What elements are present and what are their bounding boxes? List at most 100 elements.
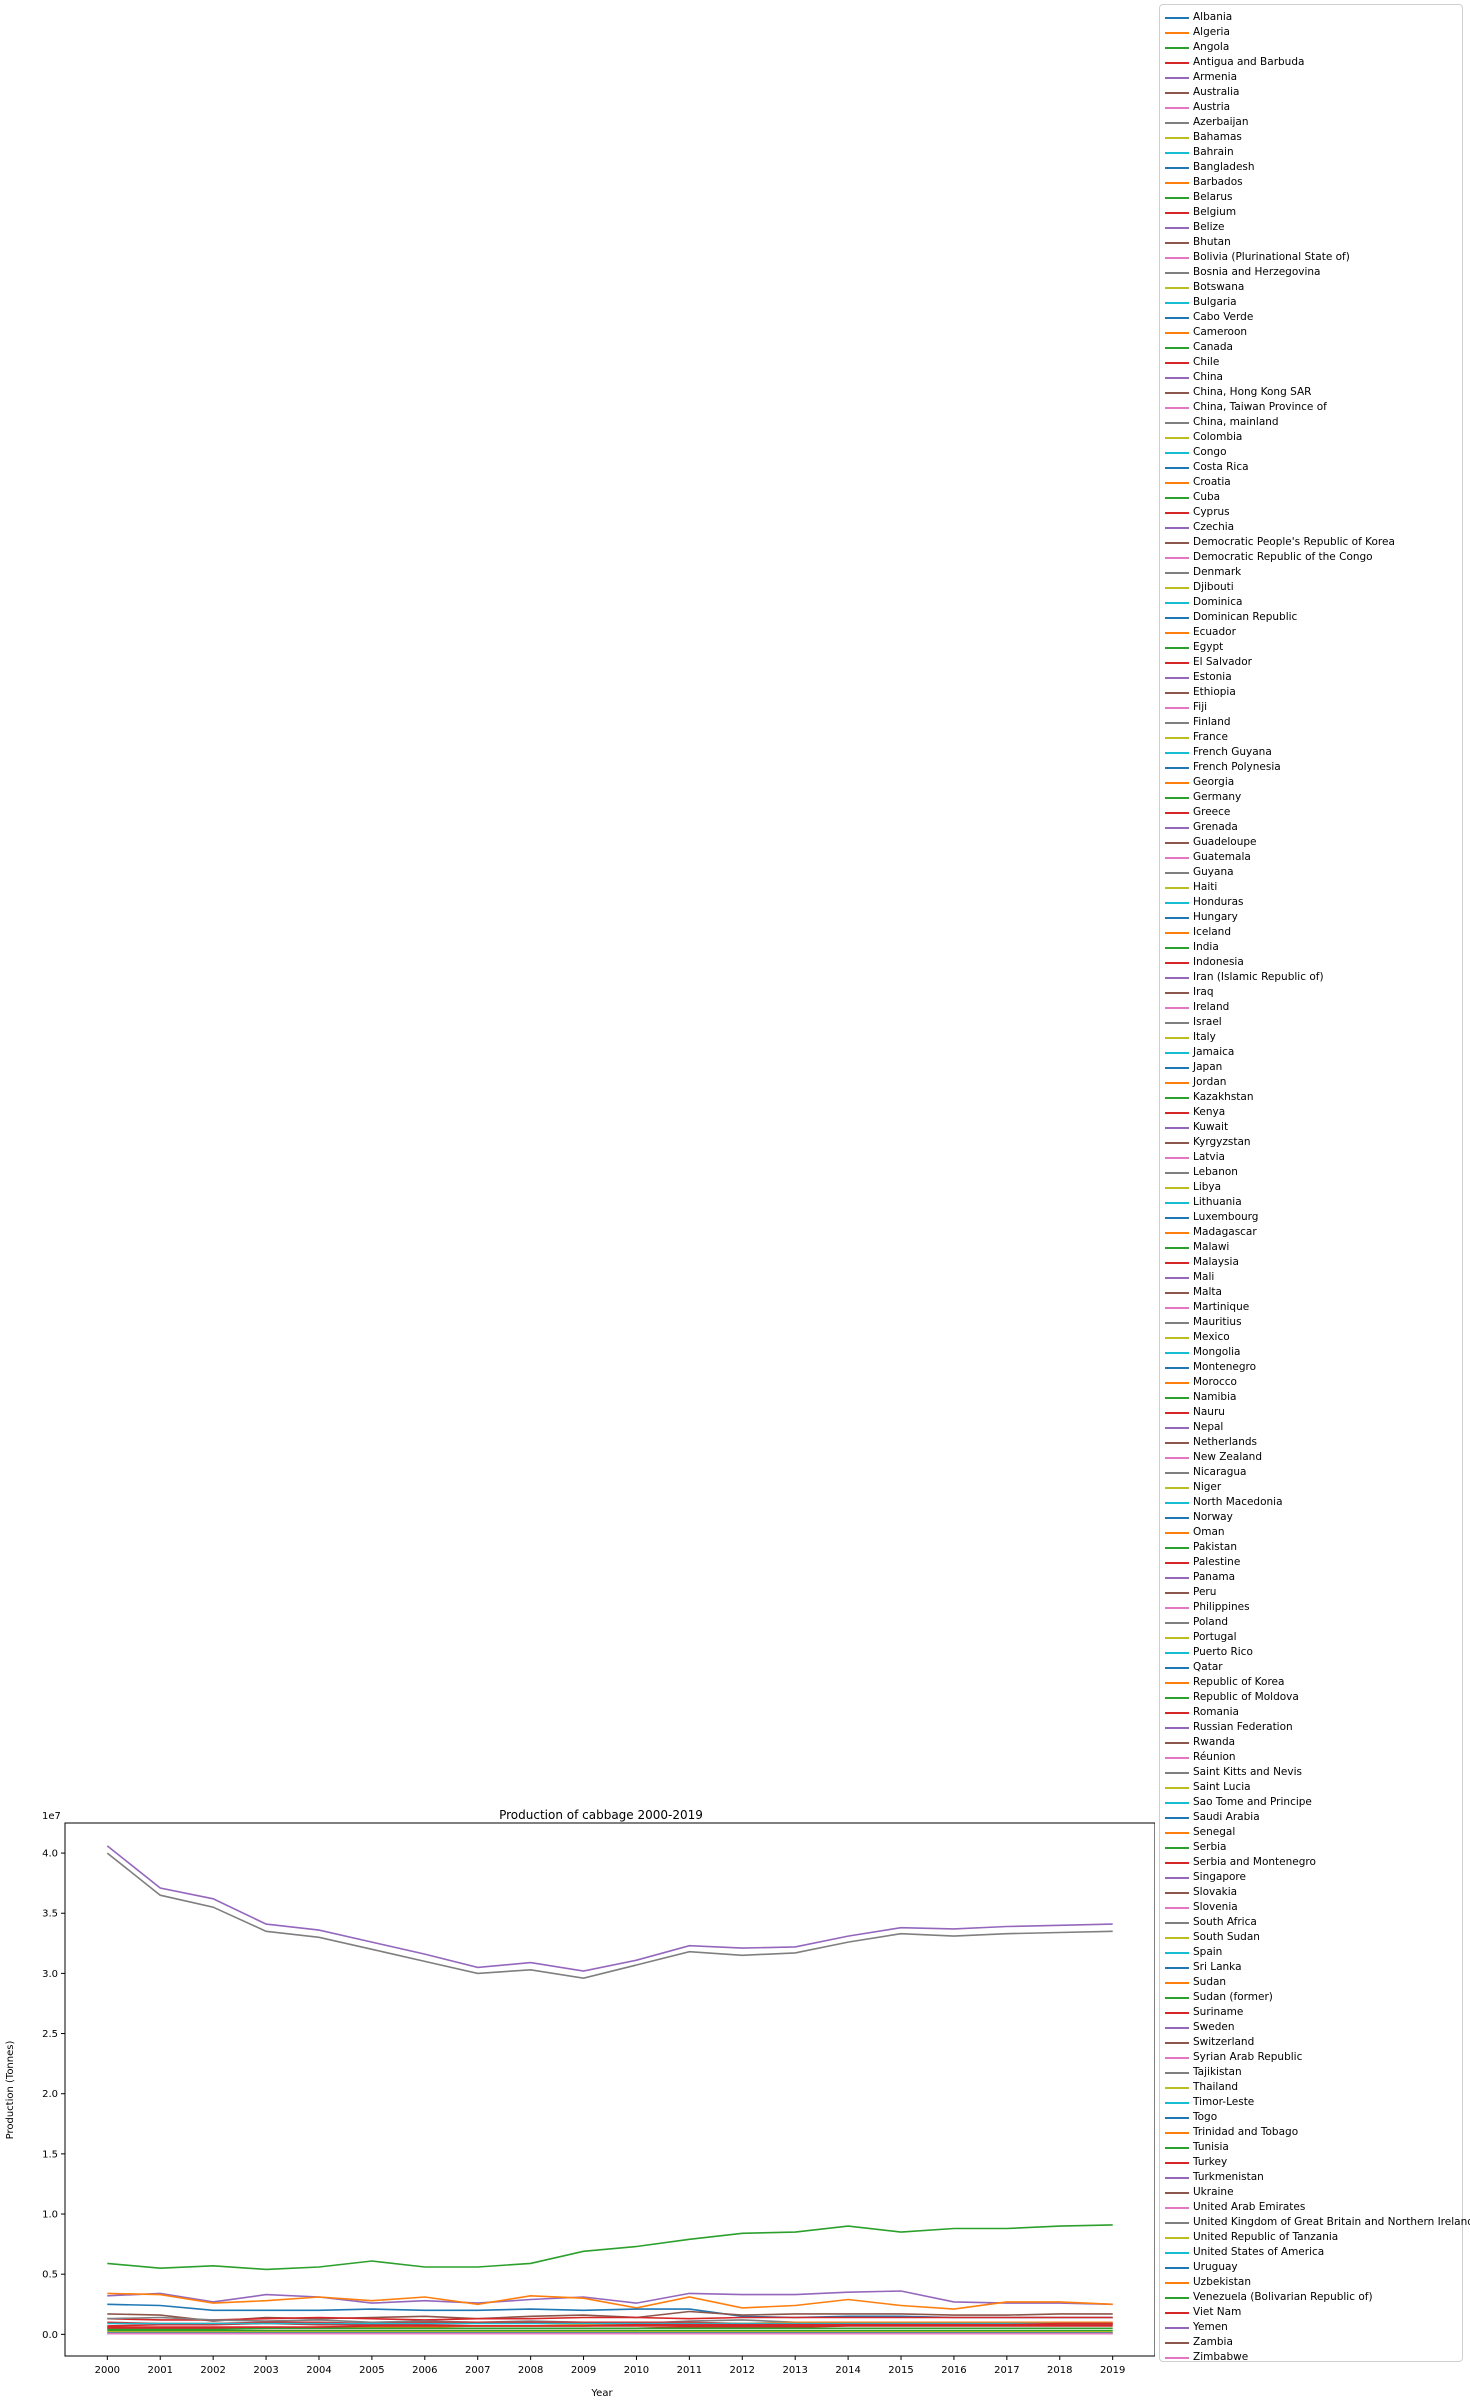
x-tick-label: 2006 [412,2365,437,2376]
legend-item: Honduras [1160,895,1460,910]
legend-item: Canada [1160,340,1460,355]
legend-label: Bhutan [1193,236,1231,248]
legend-item: Uruguay [1160,2260,1460,2275]
legend-swatch [1165,1292,1189,1294]
legend-swatch [1165,242,1189,244]
legend-item: Oman [1160,1525,1460,1540]
legend-item: Albania [1160,10,1460,25]
legend-label: Ireland [1193,1001,1230,1013]
legend-swatch [1165,1247,1189,1249]
legend-label: Australia [1193,86,1240,98]
legend-label: Puerto Rico [1193,1646,1253,1658]
legend-swatch [1165,1727,1189,1729]
legend-swatch [1165,1547,1189,1549]
legend-label: Angola [1193,41,1230,53]
legend-label: Mali [1193,1271,1215,1283]
legend-label: Venezuela (Bolivarian Republic of) [1193,2291,1373,2303]
legend-swatch [1165,1502,1189,1504]
legend-item: Croatia [1160,475,1460,490]
x-tick-label: 2008 [518,2365,543,2376]
legend-swatch [1165,1277,1189,1279]
x-tick-label: 2017 [994,2365,1019,2376]
legend-swatch [1165,1382,1189,1384]
legend-item: Suriname [1160,2005,1460,2020]
legend-item: Japan [1160,1060,1460,1075]
legend-item: Djibouti [1160,580,1460,595]
legend-label: New Zealand [1193,1451,1262,1463]
legend-label: Uruguay [1193,2261,1238,2273]
legend-item: Zimbabwe [1160,2350,1460,2365]
legend-item: Finland [1160,715,1460,730]
legend-label: Namibia [1193,1391,1237,1403]
legend-item: China, Hong Kong SAR [1160,385,1460,400]
legend-label: Kyrgyzstan [1193,1136,1251,1148]
legend-swatch [1165,1952,1189,1954]
legend-label: Kenya [1193,1106,1226,1118]
legend-label: China, Taiwan Province of [1193,401,1327,413]
legend-swatch [1165,992,1189,994]
legend-label: Antigua and Barbuda [1193,56,1305,68]
legend-label: Philippines [1193,1601,1250,1613]
legend-swatch [1165,617,1189,619]
legend-item: Haiti [1160,880,1460,895]
legend-item: Zambia [1160,2335,1460,2350]
legend-swatch [1165,2087,1189,2089]
legend-swatch [1165,17,1189,19]
legend-item: Italy [1160,1030,1460,1045]
legend-swatch [1165,1577,1189,1579]
legend-label: Latvia [1193,1151,1225,1163]
x-axis-label: Year [590,2388,613,2399]
legend-item: French Polynesia [1160,760,1460,775]
legend-swatch [1165,2117,1189,2119]
legend-item: Kyrgyzstan [1160,1135,1460,1150]
x-tick-label: 2004 [306,2365,331,2376]
legend-swatch [1165,2207,1189,2209]
y-tick-label: 2.0 [42,2089,58,2100]
legend-item: Belgium [1160,205,1460,220]
legend-swatch [1165,1877,1189,1879]
legend-item: Syrian Arab Republic [1160,2050,1460,2065]
legend-swatch [1165,707,1189,709]
legend-item: United Arab Emirates [1160,2200,1460,2215]
legend-label: Norway [1193,1511,1233,1523]
legend-item: Turkmenistan [1160,2170,1460,2185]
legend-swatch [1165,1562,1189,1564]
legend-item: United Kingdom of Great Britain and Nort… [1160,2215,1470,2230]
legend-swatch [1165,1937,1189,1939]
legend-swatch [1165,1892,1189,1894]
legend-item: Mexico [1160,1330,1460,1345]
legend-label: United Arab Emirates [1193,2201,1306,2213]
legend-label: Luxembourg [1193,1211,1259,1223]
legend-item: Slovakia [1160,1885,1460,1900]
legend-item: Luxembourg [1160,1210,1460,1225]
legend-swatch [1165,2252,1189,2254]
legend-swatch [1165,332,1189,334]
legend-item: Mali [1160,1270,1460,1285]
legend-swatch [1165,1997,1189,1999]
legend-swatch [1165,1412,1189,1414]
legend-swatch [1165,1142,1189,1144]
legend-item: Bhutan [1160,235,1460,250]
legend-item: North Macedonia [1160,1495,1460,1510]
legend-swatch [1165,1532,1189,1534]
legend-label: Niger [1193,1481,1222,1493]
legend-label: Nauru [1193,1406,1225,1418]
y-tick-label: 3.5 [42,1909,58,1920]
legend-label: Senegal [1193,1826,1236,1838]
legend-label: Qatar [1193,1661,1223,1673]
x-tick-label: 2019 [1100,2365,1125,2376]
legend-swatch [1165,1307,1189,1309]
legend-swatch [1165,137,1189,139]
legend-item: Angola [1160,40,1460,55]
legend-item: Norway [1160,1510,1460,1525]
legend-label: China, Hong Kong SAR [1193,386,1312,398]
legend-item: Denmark [1160,565,1460,580]
legend-item: Botswana [1160,280,1460,295]
legend-label: Syrian Arab Republic [1193,2051,1303,2063]
legend-item: Romania [1160,1705,1460,1720]
legend-item: Belarus [1160,190,1460,205]
legend-swatch [1165,2012,1189,2014]
legend-swatch [1165,887,1189,889]
legend-label: Bosnia and Herzegovina [1193,266,1321,278]
legend-label: Finland [1193,716,1231,728]
